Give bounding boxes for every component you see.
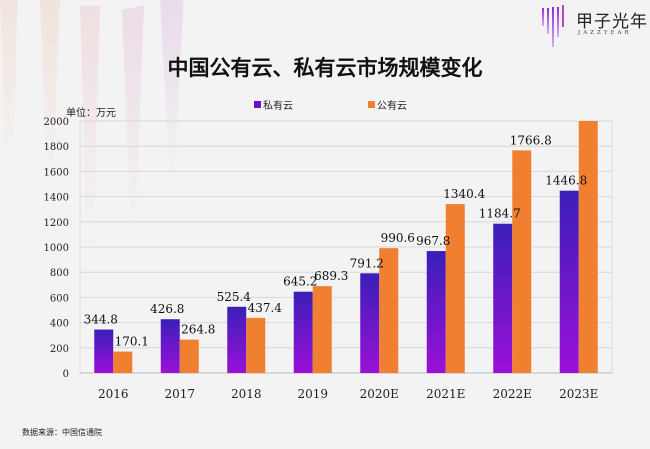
bar-public-cloud — [512, 150, 532, 373]
y-tick-label: 1600 — [44, 167, 69, 178]
data-label: 1340.4 — [443, 187, 485, 201]
bar-private-cloud — [360, 273, 380, 373]
bar-private-cloud — [426, 251, 446, 373]
data-label: 689.3 — [314, 269, 348, 283]
legend-item-private: 私有云 — [254, 97, 293, 112]
data-label: 264.8 — [181, 323, 215, 337]
logo-subtitle: JAZZYEAR — [578, 30, 632, 36]
data-label: 1446.8 — [545, 174, 587, 188]
bar-public-cloud — [312, 286, 332, 373]
chart-title: 中国公有云、私有云市场规模变化 — [167, 56, 483, 80]
unit-label: 单位：万元 — [66, 108, 116, 119]
x-tick-label: 2021E — [426, 387, 465, 401]
legend-item-public: 公有云 — [368, 97, 407, 112]
data-label: 791.2 — [350, 256, 384, 270]
x-tick-label: 2017 — [164, 387, 195, 401]
y-tick-label: 1200 — [44, 218, 69, 229]
x-tick-label: 2022E — [493, 387, 532, 401]
logo-bars-icon — [542, 5, 564, 47]
y-tick-label: 800 — [50, 268, 69, 279]
bar-public-cloud — [445, 204, 465, 373]
bar-public-cloud — [246, 317, 266, 373]
y-tick-label: 1400 — [44, 193, 69, 204]
bar-private-cloud — [559, 190, 579, 373]
x-tick-label: 2018 — [231, 387, 262, 401]
bar-public-cloud — [578, 121, 598, 373]
bar-public-cloud — [113, 351, 133, 373]
y-tick-label: 0 — [63, 369, 69, 380]
y-tick-label: 600 — [50, 293, 69, 304]
x-tick-label: 2020E — [360, 387, 399, 401]
data-label: 344.8 — [84, 313, 118, 327]
y-tick-label: 400 — [50, 319, 69, 330]
decorative-stripe — [0, 0, 18, 170]
data-label: 426.8 — [150, 302, 184, 316]
legend-label: 私有云 — [263, 101, 293, 112]
y-tick-label: 1800 — [44, 142, 69, 153]
legend-swatch — [368, 101, 375, 108]
x-tick-label: 2016 — [98, 387, 129, 401]
x-tick-label: 2023E — [559, 387, 598, 401]
data-label: 645.2 — [283, 275, 317, 289]
data-source: 数据来源：中国信通院 — [22, 428, 102, 437]
data-label: 437.4 — [248, 301, 283, 315]
x-tick-label: 2019 — [297, 387, 328, 401]
data-label: 525.4 — [217, 290, 252, 304]
data-label: 1184.7 — [479, 207, 521, 221]
data-label: 1766.8 — [510, 133, 552, 147]
bar-public-cloud — [179, 339, 199, 373]
data-label: 170.1 — [115, 335, 149, 349]
legend-swatch — [254, 101, 261, 108]
y-tick-label: 2000 — [44, 117, 69, 128]
bar-private-cloud — [293, 291, 313, 373]
bar-private-cloud — [94, 329, 114, 373]
y-tick-label: 1000 — [44, 243, 69, 254]
bar-private-cloud — [493, 223, 513, 373]
logo-name: 甲子光年 — [576, 12, 648, 32]
bar-private-cloud — [227, 306, 247, 373]
data-label: 967.8 — [416, 234, 450, 248]
data-label: 990.6 — [381, 231, 415, 245]
legend-label: 公有云 — [377, 101, 407, 112]
bar-public-cloud — [379, 248, 399, 373]
y-tick-label: 200 — [50, 344, 69, 355]
bar-private-cloud — [160, 319, 180, 373]
